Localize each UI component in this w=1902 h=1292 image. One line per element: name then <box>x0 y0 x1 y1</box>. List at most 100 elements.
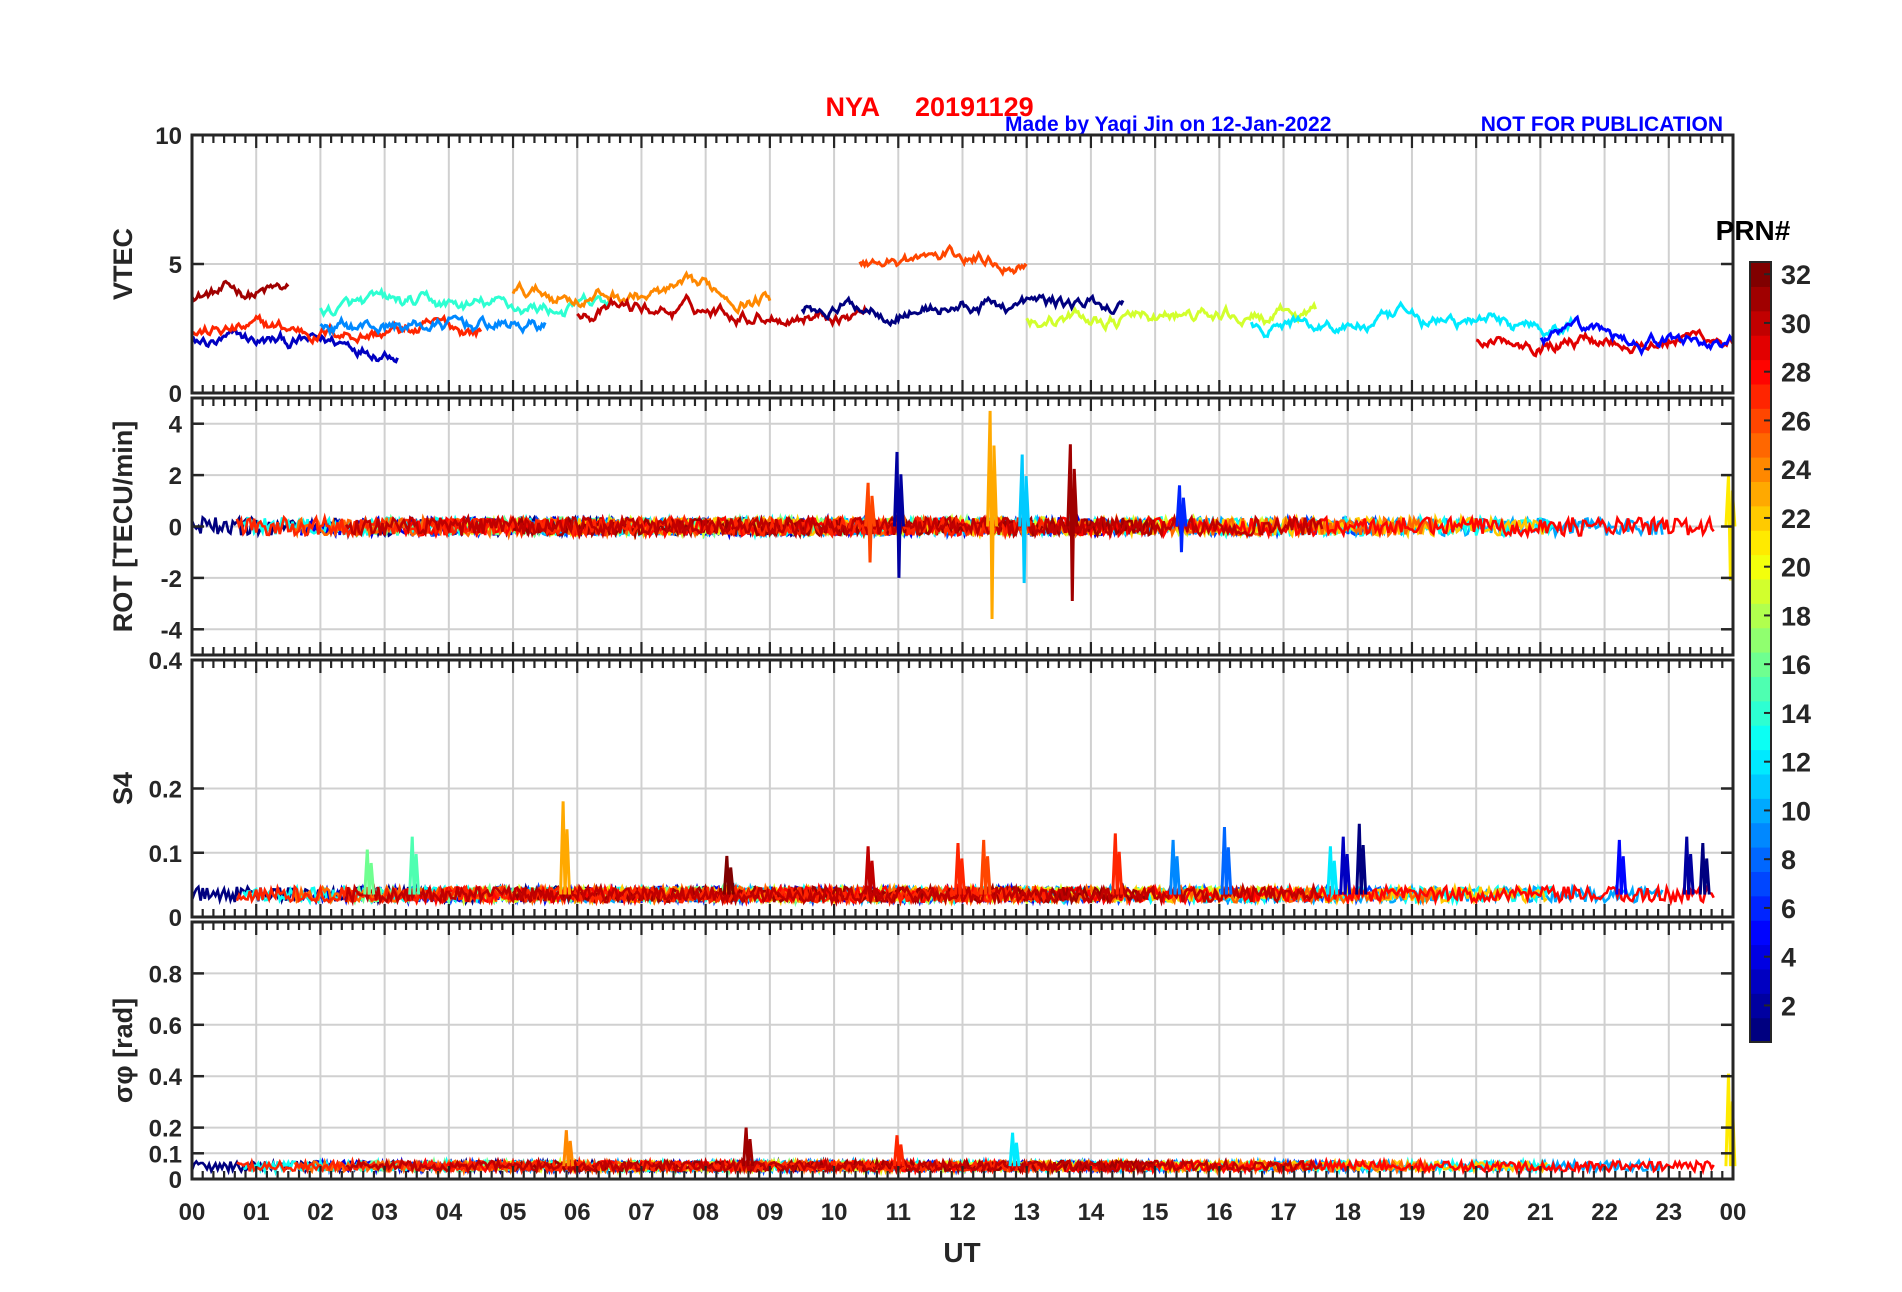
x-tick-label: 13 <box>1013 1199 1040 1226</box>
x-tick-label: 07 <box>628 1199 655 1226</box>
colorbar-cell <box>1750 262 1771 287</box>
y-tick-label: 2 <box>169 463 182 490</box>
colorbar-cell <box>1750 457 1771 482</box>
y-tick-label: 0.1 <box>149 841 182 868</box>
s4-ylabel: S4 <box>108 772 138 805</box>
sigphi-axes-box <box>190 920 1735 1181</box>
x-tick-label: 03 <box>371 1199 398 1226</box>
sigphi-spike-prn-31 <box>742 1127 755 1167</box>
vtec-trace-prn-12 <box>1249 300 1574 339</box>
sigphi-ticks: 00.10.2 0.4 0.6 0.8 <box>149 922 1735 1194</box>
y-tick-label: 0.8 <box>149 961 182 988</box>
x-tick-label: 19 <box>1399 1199 1426 1226</box>
colorbar-cell <box>1750 1017 1771 1043</box>
panel-sigphi: 00.10.2 0.4 0.6 0.8 σφ [rad] <box>108 920 1737 1194</box>
vtec-trace-prn-24 <box>511 270 772 316</box>
x-tick-label: 09 <box>757 1199 784 1226</box>
colorbar-cell <box>1750 383 1771 409</box>
rot-ylabel: ROT [TECU/min] <box>108 421 138 632</box>
colorbar-cell <box>1750 432 1771 458</box>
s4-spike-prn-30 <box>864 846 877 895</box>
vtec-ylabel: VTEC <box>108 228 138 300</box>
y-tick-label: 0.4 <box>149 1064 183 1091</box>
x-tick-label: 08 <box>692 1199 719 1226</box>
rot-axes-box <box>190 396 1735 657</box>
s4-spike-prn-32 <box>722 855 735 895</box>
colorbar-cell <box>1750 798 1771 824</box>
colorbar-cell <box>1750 700 1771 726</box>
s4-series <box>190 801 1715 908</box>
s4-spike-prn-8 <box>1220 826 1233 895</box>
title-station: NYA <box>825 92 880 122</box>
x-tick-labels: 00 01 02 03 04 05 06 07 08 09 10 11 12 13 14 15 16 17 18 19… <box>179 1199 1747 1226</box>
panel-rot: -4 -2 0 2 4 ROT [TECU/min] <box>108 396 1737 657</box>
s4-spike-prn-26 <box>979 839 992 895</box>
colorbar-cell <box>1750 944 1771 970</box>
colorbar-cell <box>1750 676 1771 702</box>
x-tick-label: 11 <box>886 1199 911 1226</box>
colorbar-cell <box>1750 627 1771 653</box>
rot-spike-prn-26 <box>864 482 877 563</box>
colorbar-cell <box>1750 773 1771 799</box>
x-axis-label: UT <box>943 1237 980 1268</box>
rot-spike-prn-23 <box>986 410 999 620</box>
colorbar-tick-label: 10 <box>1781 796 1811 826</box>
rot-spike-prn-2 <box>892 451 905 578</box>
colorbar-cell <box>1750 578 1771 604</box>
sigphi-spike-prn-12 <box>1008 1132 1021 1167</box>
s4-spike-prn-27 <box>1111 833 1124 895</box>
colorbar-cell <box>1750 993 1771 1019</box>
colorbar-cell <box>1750 310 1771 336</box>
vtec-grid <box>192 134 1733 394</box>
x-tick-label: 06 <box>564 1199 591 1226</box>
s4-spike-prn-27 <box>953 843 966 895</box>
vtec-trace-prn-5 <box>1539 314 1735 357</box>
s4-spike-prn-1 <box>1698 843 1711 895</box>
vtec-trace-prn-1 <box>800 293 1125 328</box>
colorbar-cell <box>1750 968 1771 994</box>
panel-vtec: 0 5 10 VTEC <box>108 123 1735 408</box>
colorbar-cell <box>1750 359 1771 385</box>
colorbar-tick-label: 32 <box>1781 260 1811 290</box>
x-tick-label: 22 <box>1591 1199 1618 1226</box>
x-tick-label: 10 <box>821 1199 848 1226</box>
y-tick-label: 0 <box>169 381 182 408</box>
colorbar-tick-label: 24 <box>1781 455 1811 485</box>
x-tick-label: 17 <box>1270 1199 1297 1226</box>
x-tick-label: 15 <box>1142 1199 1169 1226</box>
x-tick-label: 01 <box>243 1199 270 1226</box>
colorbar-cell <box>1750 847 1771 872</box>
colorbar-tick-label: 30 <box>1781 309 1811 339</box>
vtec-trace-prn-27 <box>191 312 483 346</box>
y-tick-label: 0.2 <box>149 777 182 804</box>
s4-trace-prn-30 <box>344 881 1323 907</box>
colorbar-tick-label: 20 <box>1781 553 1811 583</box>
vtec-trace-prn-31 <box>190 279 290 303</box>
colorbar-label: PRN# <box>1716 215 1791 246</box>
panel-s4: 0 0.1 0.2 0.4 S4 <box>108 648 1735 932</box>
x-tick-label: 16 <box>1206 1199 1233 1226</box>
y-tick-label: 0.4 <box>149 648 183 675</box>
colorbar-cell <box>1750 871 1771 897</box>
colorbar-tick-label: 8 <box>1781 845 1796 875</box>
s4-spike-prn-23 <box>559 801 572 895</box>
sigphi-series <box>190 1073 1737 1177</box>
rot-spike-prn-11 <box>1018 454 1031 584</box>
x-tick-label: 18 <box>1334 1199 1361 1226</box>
colorbar-frame <box>1749 261 1772 1043</box>
sigphi-spike-prn-24 <box>562 1130 575 1167</box>
rot-spike-prn-31 <box>1066 444 1079 602</box>
colorbar-cell <box>1750 481 1771 507</box>
x-tick-label: 00 <box>1720 1199 1747 1226</box>
x-tick-label: 21 <box>1527 1199 1554 1226</box>
colorbar-cell <box>1750 920 1771 946</box>
notice-text: NOT FOR PUBLICATION <box>1481 113 1723 136</box>
colorbar-cell <box>1750 335 1771 361</box>
x-tick-label: 00 <box>179 1199 206 1226</box>
y-tick-label: 10 <box>155 123 182 150</box>
y-tick-label: 0.1 <box>149 1141 182 1168</box>
s4-spike-prn-9 <box>1169 839 1182 895</box>
colorbar-cell <box>1750 554 1771 580</box>
colorbar-tick-label: 12 <box>1781 748 1811 778</box>
